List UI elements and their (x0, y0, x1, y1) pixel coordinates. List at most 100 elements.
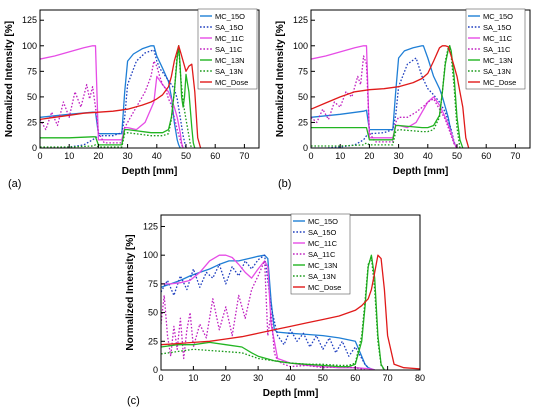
plot-frame (160, 214, 421, 371)
x-tick-label: 80 (415, 373, 425, 383)
legend-label: SA_15O (308, 228, 337, 237)
x-tick-label: 50 (181, 151, 191, 161)
series-group (161, 254, 420, 370)
series-line (311, 45, 470, 148)
series-line (40, 60, 184, 148)
y-tick-label: 0 (303, 143, 308, 153)
plot-frame (310, 9, 531, 149)
y-tick-label: 25 (148, 336, 158, 346)
x-axis-label: Depth [mm] (263, 388, 319, 399)
legend-label: SA_11C (483, 45, 511, 54)
x-tick-label: 70 (510, 151, 520, 161)
legend-label: MC_13N (483, 56, 513, 65)
y-tick-label: 75 (27, 66, 37, 76)
y-tick-label: 25 (298, 117, 308, 127)
series-line (311, 45, 458, 148)
y-tick-label: 50 (148, 308, 158, 318)
y-tick-label: 100 (293, 41, 308, 51)
legend-label: MC_15O (308, 217, 338, 226)
legend-label: MC_13N (308, 261, 338, 270)
series-line (40, 45, 184, 148)
series-line (161, 254, 372, 370)
series-line (161, 254, 375, 370)
series-line (311, 55, 458, 148)
series-line (161, 260, 366, 370)
y-axis-label: Normalized Intensity [%] (275, 21, 286, 137)
x-tick-label: 10 (188, 373, 198, 383)
x-tick-label: 50 (318, 373, 328, 383)
series-line (161, 254, 375, 370)
x-tick-label: 40 (152, 151, 162, 161)
x-tick-label: 10 (64, 151, 74, 161)
legend-label: SA_15O (215, 23, 244, 32)
chart-panel: 0 10 20 30 40 50 60 70 80 0 25 50 75 100 125 Depth [mm]… (125, 213, 425, 407)
x-tick-label: 30 (123, 151, 133, 161)
y-tick-label: 75 (148, 279, 158, 289)
x-tick-label: 60 (210, 151, 220, 161)
x-tick-label: 30 (253, 373, 263, 383)
y-tick-label: 25 (27, 117, 37, 127)
y-tick-label: 100 (22, 41, 37, 51)
legend-label: SA_11C (308, 250, 336, 259)
y-tick-label: 125 (143, 221, 158, 231)
legend-label: SA_15O (483, 23, 512, 32)
x-tick-label: 40 (423, 151, 433, 161)
y-axis-label: Normalized Intensity [%] (4, 21, 15, 137)
series-line (161, 254, 385, 370)
series-group (311, 45, 470, 148)
x-tick-label: 60 (481, 151, 491, 161)
series-line (40, 45, 193, 148)
x-tick-label: 60 (350, 373, 360, 383)
legend: MC_15O SA_15O MC_11C SA_11C MC_13N SA_13N MC_D… (290, 213, 351, 295)
series-group (40, 45, 202, 148)
x-tick-label: 10 (335, 151, 345, 161)
y-tick-label: 125 (293, 15, 308, 25)
legend-label: MC_11C (483, 34, 513, 43)
series-line (161, 254, 420, 370)
y-tick-label: 50 (27, 92, 37, 102)
plot-frame (39, 9, 260, 149)
legend-label: MC_Dose (308, 283, 341, 292)
y-tick-label: 125 (22, 15, 37, 25)
x-tick-label: 0 (37, 151, 42, 161)
legend-label: SA_11C (215, 45, 243, 54)
x-tick-label: 40 (285, 373, 295, 383)
legend-label: MC_11C (215, 34, 245, 43)
legend-label: SA_13N (308, 272, 336, 281)
series-line (161, 256, 385, 370)
legend-label: MC_Dose (483, 78, 516, 87)
x-tick-label: 0 (158, 373, 163, 383)
legend: MC_15O SA_15O MC_11C SA_11C MC_13N SA_13N MC_D… (197, 8, 258, 90)
panel-label: (a) (8, 178, 21, 190)
x-tick-label: 50 (452, 151, 462, 161)
y-tick-label: 0 (153, 365, 158, 375)
x-tick-label: 70 (239, 151, 249, 161)
legend: MC_15O SA_15O MC_11C SA_11C MC_13N SA_13N MC_D… (465, 8, 526, 90)
chart-panel: 0 10 20 30 40 50 60 70 0 25 50 75 100 125 Depth [mm] No… (275, 8, 531, 190)
x-tick-label: 0 (308, 151, 313, 161)
x-tick-label: 20 (364, 151, 374, 161)
panel-label: (b) (278, 178, 291, 190)
series-line (40, 49, 187, 148)
x-axis-label: Depth [mm] (393, 166, 449, 177)
legend-label: MC_13N (215, 56, 245, 65)
x-tick-label: 20 (93, 151, 103, 161)
panel-label: (c) (127, 395, 140, 407)
legend-label: MC_15O (483, 12, 513, 21)
x-tick-label: 30 (394, 151, 404, 161)
legend-label: SA_13N (483, 67, 511, 76)
y-axis-label: Normalized Intensity [%] (125, 234, 136, 350)
series-line (40, 45, 202, 148)
x-tick-label: 70 (383, 373, 393, 383)
y-tick-label: 0 (32, 143, 37, 153)
legend-label: MC_15O (215, 12, 245, 21)
y-tick-label: 75 (298, 66, 308, 76)
legend-label: MC_Dose (215, 78, 248, 87)
x-axis-label: Depth [mm] (122, 166, 178, 177)
y-tick-label: 100 (143, 250, 158, 260)
y-tick-label: 50 (298, 92, 308, 102)
chart-panel: 0 10 20 30 40 50 60 70 0 25 50 75 100 125 Depth [mm] No… (4, 8, 260, 190)
series-line (311, 57, 458, 148)
x-tick-label: 20 (221, 373, 231, 383)
